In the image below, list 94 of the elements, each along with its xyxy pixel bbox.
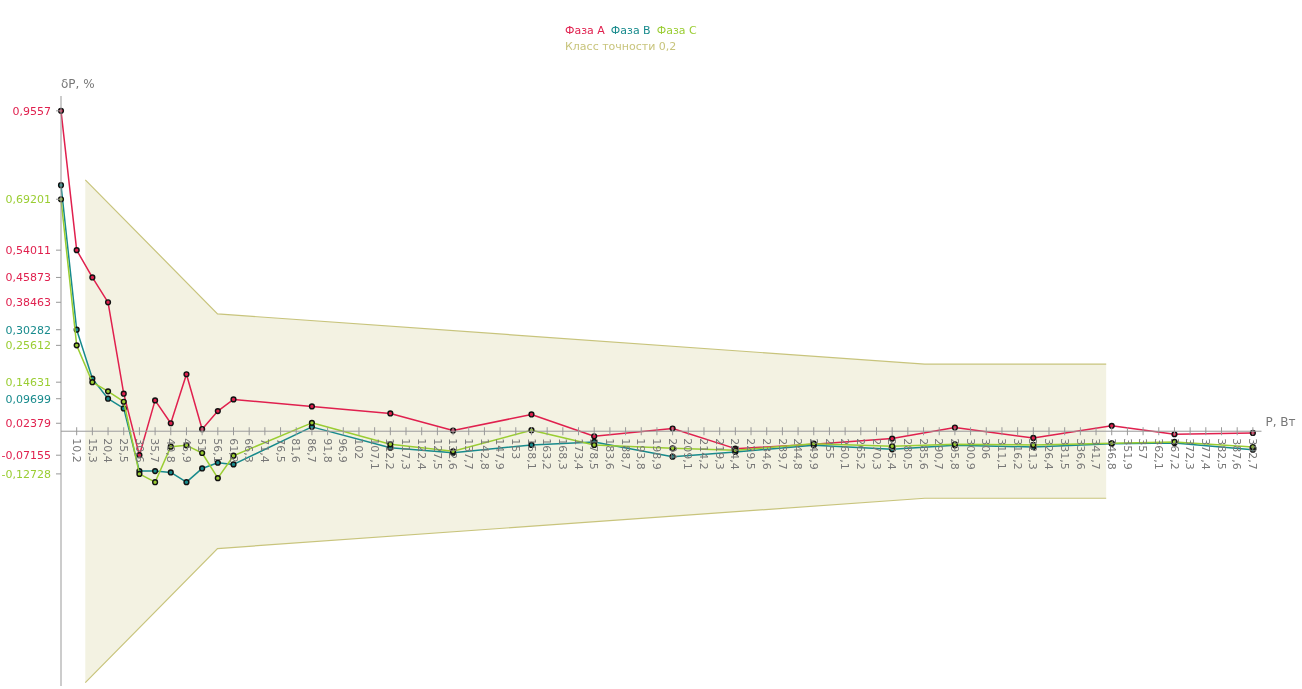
y-tick-label: 0,45873 [5,271,51,285]
y-axis-title: δP, % [61,77,95,91]
x-tick-label: 40,8 [163,438,177,463]
x-tick-label: 260,1 [838,438,852,470]
text: Фаза A [565,24,606,37]
x-tick-label: 61,2 [226,438,240,463]
x-tick-label: 219,3 [712,438,726,470]
y-tick-label: 0,69201 [5,193,51,207]
x-tick-label: 127,5 [430,438,444,470]
text: Фаза B [610,24,651,37]
x-tick-label: 280,5 [901,438,915,470]
x-tick-label: 229,5 [744,438,758,470]
x-tick-label: 336,6 [1073,438,1087,470]
x-tick-label: 122,4 [414,438,428,470]
x-tick-label: 295,8 [948,438,962,470]
x-tick-label: 30,6 [132,438,146,463]
y-tick-label: 0,25612 [5,339,51,353]
x-tick-label: 275,4 [885,438,899,470]
x-tick-label: 249,9 [806,438,820,470]
x-tick-label: 168,3 [555,438,569,470]
x-tick-label: 71,4 [258,438,272,463]
x-tick-label: 183,6 [603,438,617,470]
x-axis-title: P, Вт [1265,415,1296,430]
x-tick-label: 173,4 [571,438,585,470]
x-tick-label: 102 [352,438,366,460]
x-tick-label: 270,3 [869,438,883,470]
x-tick-label: 209,1 [681,438,695,470]
x-tick-label: 306 [979,438,993,460]
y-tick-label: 0,30282 [5,323,51,337]
y-tick-label: 0,38463 [5,296,51,310]
x-tick-label: 300,9 [963,438,977,470]
x-tick-label: 15,3 [85,438,99,463]
x-tick-label: 244,8 [791,438,805,470]
x-tick-label: 321,3 [1026,438,1040,470]
x-tick-label: 25,5 [116,438,130,463]
text: Класс точности 0,2 [565,40,677,53]
x-tick-label: 326,4 [1042,438,1056,470]
text: Фаза C [656,24,697,37]
x-tick-label: 351,9 [1120,438,1134,470]
x-tick-label: 117,3 [399,438,413,470]
x-tick-label: 107,1 [367,438,381,470]
x-tick-label: 255 [822,438,836,460]
x-tick-label: 10,2 [69,438,83,463]
x-tick-label: 346,8 [1104,438,1118,470]
x-tick-label: 137,7 [461,438,475,470]
x-tick-label: 387,6 [1230,438,1244,470]
x-tick-label: 112,2 [383,438,397,470]
x-tick-label: 142,8 [477,438,491,470]
y-tick-label: -0,12728 [1,467,51,481]
x-tick-label: 357 [1136,438,1150,460]
x-tick-label: 86,7 [305,438,319,463]
y-tick-label: 0,9557 [12,104,51,118]
x-tick-label: 163,2 [540,438,554,470]
x-tick-label: 234,6 [759,438,773,470]
x-tick-label: 392,7 [1246,438,1260,470]
x-tick-label: 35,7 [148,438,162,463]
x-tick-label: 188,7 [618,438,632,470]
x-tick-label: 372,3 [1183,438,1197,470]
x-tick-label: 51 [195,438,209,453]
x-tick-label: 367,2 [1167,438,1181,470]
x-tick-label: 362,1 [1151,438,1165,470]
x-tick-label: 239,7 [775,438,789,470]
x-tick-label: 45,9 [179,438,193,463]
x-tick-label: 147,9 [493,438,507,470]
y-tick-label: 0,14631 [5,376,51,390]
y-tick-label: -0,07155 [1,449,51,463]
x-tick-label: 382,5 [1214,438,1228,470]
x-tick-label: 76,5 [273,438,287,463]
y-tick-label: 0,54011 [5,244,51,258]
x-tick-label: 81,6 [289,438,303,463]
x-tick-label: 265,2 [853,438,867,470]
x-tick-label: 204 [665,438,679,460]
x-tick-label: 158,1 [524,438,538,470]
x-tick-label: 224,4 [728,438,742,470]
x-tick-label: 56,1 [210,438,224,463]
x-tick-label: 290,7 [932,438,946,470]
x-tick-label: 198,9 [650,438,664,470]
x-tick-label: 331,5 [1057,438,1071,470]
x-tick-label: 285,6 [916,438,930,470]
x-tick-label: 132,6 [446,438,460,470]
x-tick-label: 91,8 [320,438,334,463]
x-tick-label: 20,4 [101,438,115,463]
x-tick-label: 377,4 [1198,438,1212,470]
x-tick-label: 311,1 [995,438,1009,470]
x-tick-label: 193,8 [634,438,648,470]
x-tick-label: 153 [508,438,522,460]
x-tick-label: 214,2 [697,438,711,470]
x-tick-label: 96,9 [336,438,350,463]
x-tick-label: 316,2 [1010,438,1024,470]
x-tick-label: 66,3 [242,438,256,463]
y-tick-label: 0,09699 [5,392,51,406]
x-tick-label: 341,7 [1089,438,1103,470]
x-tick-label: 178,5 [587,438,601,470]
y-tick-label: 0,02379 [5,417,51,431]
